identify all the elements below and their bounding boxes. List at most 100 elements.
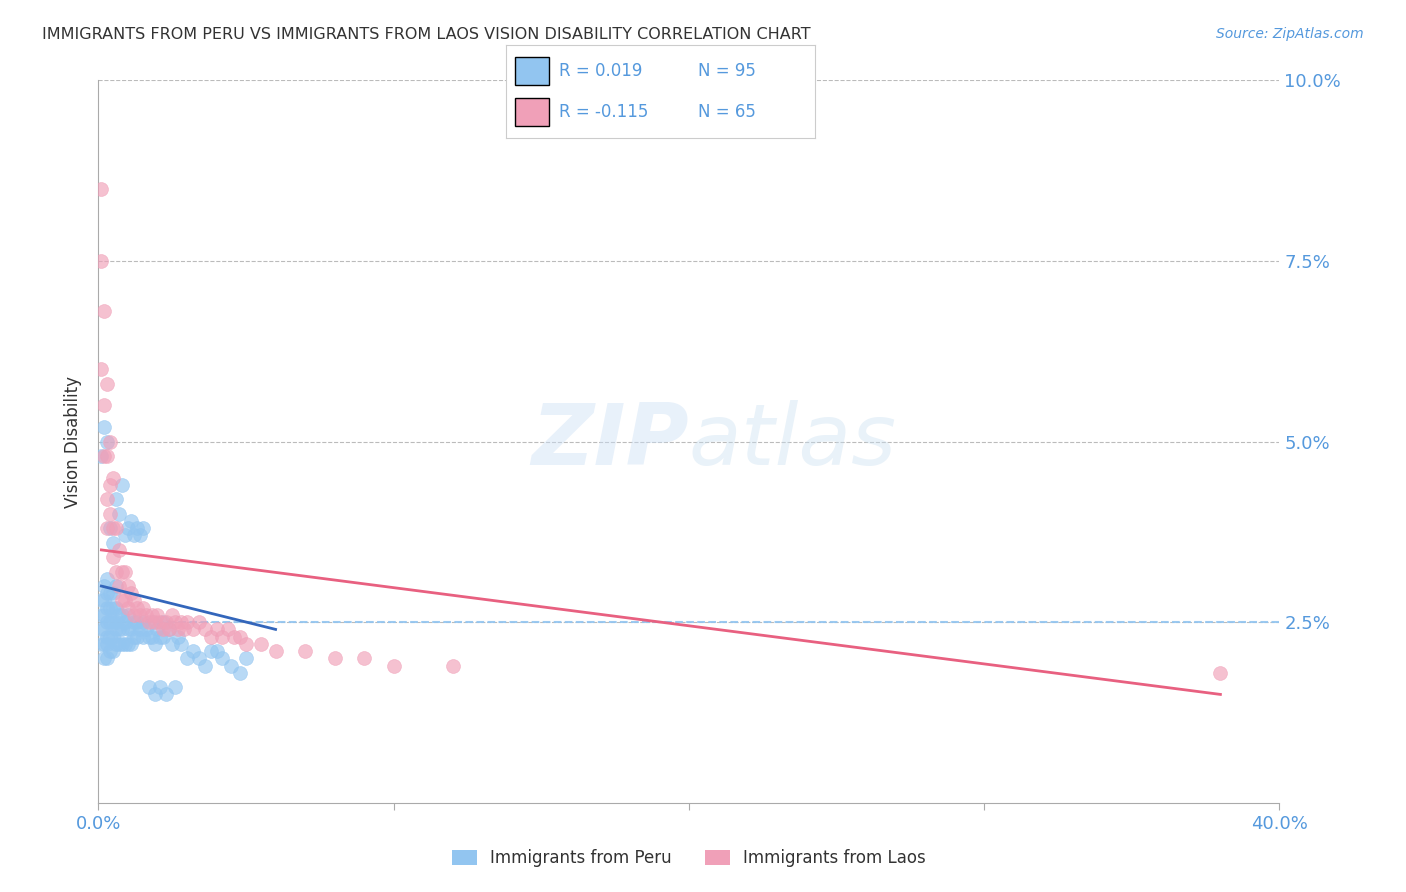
Point	[105, 637, 128, 651]
Point	[108, 542, 131, 557]
Point	[93, 637, 115, 651]
Point	[221, 658, 243, 673]
Point	[96, 449, 118, 463]
Point	[165, 680, 187, 694]
Point	[200, 644, 222, 658]
Point	[167, 630, 190, 644]
Point	[235, 637, 257, 651]
Point	[1209, 665, 1232, 680]
Point	[111, 607, 134, 622]
Point	[98, 507, 121, 521]
Text: R = 0.019: R = 0.019	[558, 62, 643, 79]
Point	[111, 637, 134, 651]
Point	[98, 630, 121, 644]
Point	[120, 514, 142, 528]
Point	[108, 637, 131, 651]
Point	[125, 615, 148, 630]
Point	[105, 623, 128, 637]
Point	[152, 623, 174, 637]
Point	[96, 630, 118, 644]
Point	[117, 521, 139, 535]
Point	[141, 607, 163, 622]
Point	[93, 420, 115, 434]
Point	[170, 637, 193, 651]
Point	[170, 615, 193, 630]
Point	[217, 623, 239, 637]
Point	[103, 535, 125, 549]
Point	[205, 623, 228, 637]
Point	[103, 471, 125, 485]
Text: N = 95: N = 95	[697, 62, 756, 79]
Point	[120, 623, 142, 637]
Point	[114, 528, 136, 542]
Point	[205, 644, 228, 658]
Point	[93, 449, 115, 463]
Point	[96, 434, 118, 449]
Point	[167, 623, 190, 637]
Point	[96, 376, 118, 391]
Point	[111, 478, 134, 492]
Point	[323, 651, 346, 665]
Point	[90, 254, 112, 268]
Point	[149, 680, 172, 694]
Point	[117, 579, 139, 593]
Point	[90, 637, 112, 651]
Point	[211, 630, 233, 644]
Point	[132, 630, 155, 644]
Point	[149, 630, 172, 644]
Point	[132, 521, 155, 535]
Point	[111, 623, 134, 637]
Point	[108, 607, 131, 622]
Text: N = 65: N = 65	[697, 103, 756, 121]
Point	[125, 600, 148, 615]
Text: R = -0.115: R = -0.115	[558, 103, 648, 121]
Point	[108, 507, 131, 521]
Point	[224, 630, 246, 644]
Point	[103, 586, 125, 600]
Point	[93, 593, 115, 607]
Point	[96, 586, 118, 600]
Point	[211, 651, 233, 665]
Point	[98, 600, 121, 615]
Point	[90, 623, 112, 637]
Point	[143, 615, 166, 630]
Point	[229, 630, 252, 644]
Point	[135, 607, 157, 622]
Point	[105, 615, 128, 630]
Point	[441, 658, 464, 673]
Point	[149, 615, 172, 630]
Point	[125, 521, 148, 535]
Point	[122, 593, 145, 607]
Point	[114, 615, 136, 630]
Point	[235, 651, 257, 665]
Point	[138, 615, 160, 630]
Point	[187, 615, 209, 630]
Point	[122, 528, 145, 542]
Point	[93, 398, 115, 412]
Point	[152, 630, 174, 644]
Point	[229, 665, 252, 680]
Point	[114, 593, 136, 607]
FancyBboxPatch shape	[516, 57, 550, 85]
Point	[105, 565, 128, 579]
Point	[165, 615, 187, 630]
Point	[264, 644, 287, 658]
Point	[111, 593, 134, 607]
Point	[90, 449, 112, 463]
Point	[125, 630, 148, 644]
Point	[117, 600, 139, 615]
Point	[181, 623, 204, 637]
Point	[132, 600, 155, 615]
Point	[176, 615, 198, 630]
Point	[96, 651, 118, 665]
Point	[128, 607, 150, 622]
Point	[128, 623, 150, 637]
Text: Source: ZipAtlas.com: Source: ZipAtlas.com	[1216, 27, 1364, 41]
Point	[117, 637, 139, 651]
Point	[146, 607, 169, 622]
Point	[146, 623, 169, 637]
Point	[155, 615, 177, 630]
Y-axis label: Vision Disability: Vision Disability	[65, 376, 83, 508]
Point	[105, 492, 128, 507]
Point	[93, 579, 115, 593]
